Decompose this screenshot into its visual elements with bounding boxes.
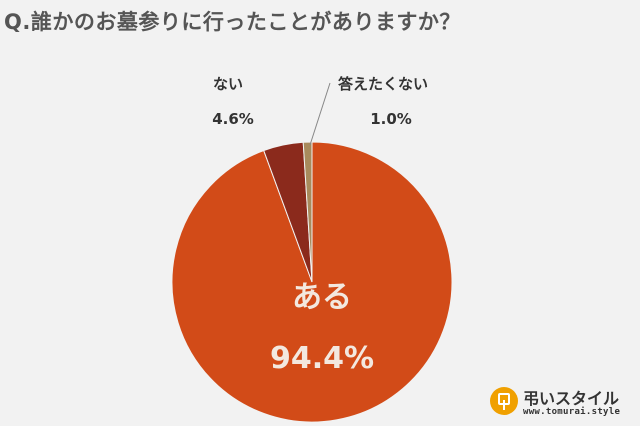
slice-label-1: ない	[213, 75, 243, 93]
brand-url: www.tomurai.style	[523, 407, 621, 417]
slice-label-2: 答えたくない	[338, 75, 428, 93]
brand-logo[interactable]: 弔いスタイル www.tomurai.style	[490, 385, 636, 423]
slice-value-label-2: 1.0%	[370, 110, 412, 128]
slice-label-0: ある	[292, 280, 352, 315]
brand-name: 弔いスタイル	[523, 389, 620, 408]
brand-logo-icon	[490, 387, 518, 415]
slice-value-label-0: 94.4%	[270, 341, 374, 376]
slice-value-label-1: 4.6%	[212, 110, 254, 128]
leader-line	[309, 82, 331, 146]
pie-slice-2	[302, 141, 313, 283]
chart-title: Q.誰かのお墓参りに行ったことがありますか？	[4, 10, 461, 34]
